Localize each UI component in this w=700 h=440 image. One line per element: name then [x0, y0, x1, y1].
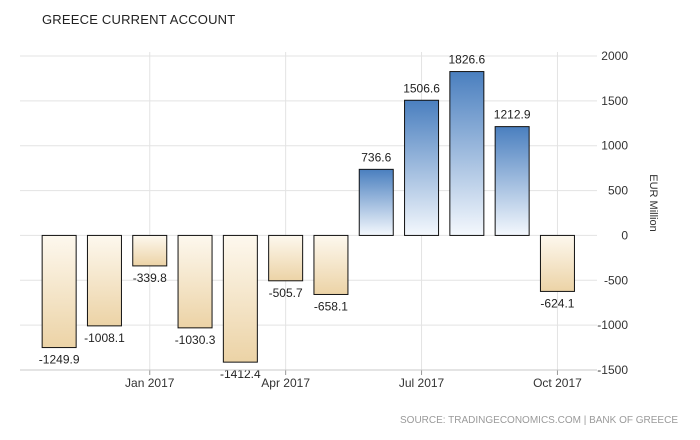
source-text: SOURCE: TRADINGECONOMICS.COM | BANK OF G…	[400, 415, 678, 426]
data-label: 1506.6	[403, 81, 440, 95]
y-tick-label: 1500	[601, 94, 628, 108]
bar	[358, 168, 394, 236]
data-label: 1212.9	[494, 108, 531, 122]
bar	[86, 234, 122, 327]
x-tick-label: Apr 2017	[261, 376, 310, 390]
y-tick-label: 1000	[601, 139, 628, 153]
bar	[313, 234, 349, 295]
y-tick-label: 500	[608, 184, 628, 198]
y-tick-label: 0	[621, 228, 628, 242]
bar	[222, 234, 258, 363]
axes: 2000 1500 1000 500 0 -500 -1000 -1500 Jan 2017 Ap…	[20, 49, 659, 390]
data-label: -1030.3	[175, 333, 216, 347]
y-tick-label: -1500	[597, 363, 628, 377]
data-label: -658.1	[314, 299, 348, 313]
bar	[177, 234, 213, 329]
y-tick-label: -500	[604, 273, 628, 287]
y-tick-label: -1000	[597, 318, 628, 332]
data-label: -505.7	[269, 286, 303, 300]
x-tick-label: Oct 2017	[533, 376, 582, 390]
bar	[132, 234, 168, 267]
bar	[539, 234, 575, 292]
x-tick-label: Jul 2017	[399, 376, 445, 390]
bars	[41, 71, 575, 363]
data-label: -1412.4	[220, 367, 261, 381]
data-labels: -1249.9 -1008.1 -339.8 -1030.3 -1412.4 -505.7…	[39, 53, 575, 382]
x-tick-label: Jan 2017	[125, 376, 175, 390]
y-axis-label: EUR Million	[647, 174, 659, 231]
bar	[268, 234, 304, 282]
data-label: -624.1	[540, 296, 574, 310]
data-label: -1249.9	[39, 353, 80, 367]
chart-title: GREECE CURRENT ACCOUNT	[42, 12, 236, 27]
bar	[404, 99, 440, 236]
bar	[494, 126, 530, 236]
y-tick-label: 2000	[601, 49, 628, 63]
bar	[449, 71, 485, 236]
data-label: 1826.6	[448, 53, 485, 67]
data-label: 736.6	[361, 150, 391, 164]
data-label: -339.8	[133, 271, 167, 285]
data-label: -1008.1	[84, 331, 125, 345]
bar	[41, 234, 77, 349]
